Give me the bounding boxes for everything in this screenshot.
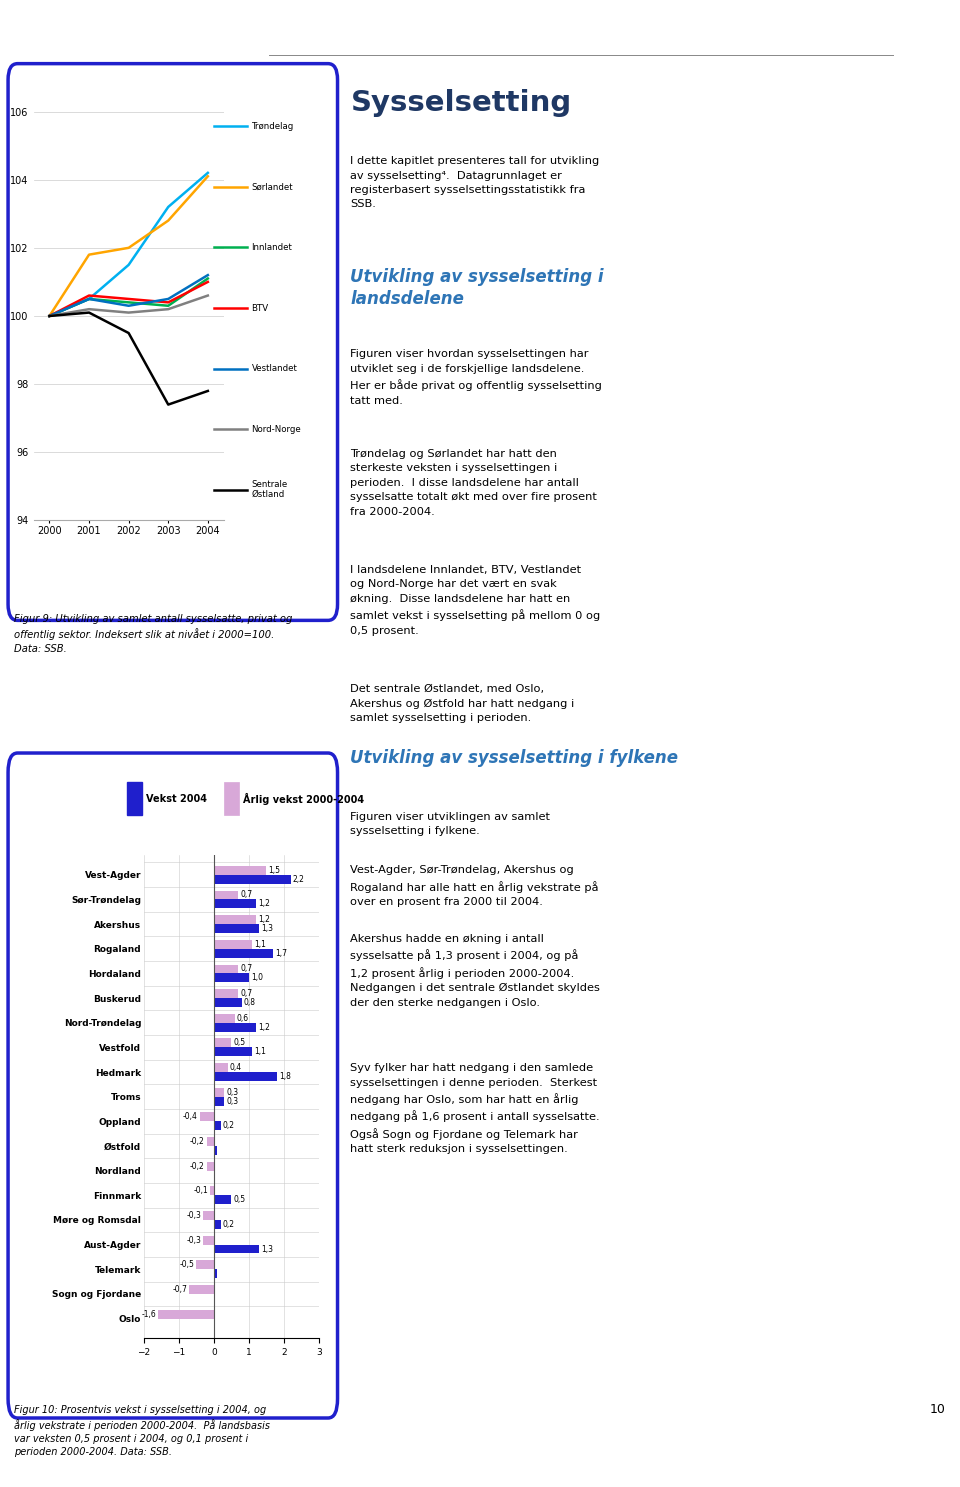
Text: 0,7: 0,7 [240,989,252,998]
Bar [214,965,238,974]
Text: 1,1: 1,1 [254,1047,266,1056]
Bar [128,782,142,815]
Bar [214,1063,228,1072]
Text: -0,3: -0,3 [186,1236,202,1245]
Text: Vestlandet: Vestlandet [252,364,298,373]
Bar [200,1112,214,1121]
Bar [210,1187,214,1196]
Text: 0,7: 0,7 [240,891,252,900]
Text: 1,3: 1,3 [261,923,274,932]
Text: Figur 9: Utvikling av samlet antall sysselsatte, privat og
offentlig sektor. Ind: Figur 9: Utvikling av samlet antall syss… [14,614,293,654]
Text: Det sentrale Østlandet, med Oslo,
Akershus og Østfold har hatt nedgang i
samlet : Det sentrale Østlandet, med Oslo, Akersh… [350,684,575,723]
Text: -0,2: -0,2 [190,1161,204,1170]
Bar [207,1138,214,1146]
Text: Utvikling av sysselsetting i
landsdelene: Utvikling av sysselsetting i landsdelene [350,268,604,308]
Bar [214,1047,252,1056]
Text: 10: 10 [929,1402,946,1416]
Bar [214,1014,235,1023]
Text: -0,3: -0,3 [186,1210,202,1219]
Text: -1,6: -1,6 [141,1310,156,1319]
Text: Syv fylker har hatt nedgang i den samlede
sysselsettingen i denne perioden.  Ste: Syv fylker har hatt nedgang i den samled… [350,1063,600,1154]
Text: 1,2: 1,2 [258,900,270,909]
Text: 0,3: 0,3 [227,1096,239,1106]
Text: 0,8: 0,8 [244,998,256,1007]
Text: Akershus hadde en økning i antall
sysselsatte på 1,3 prosent i 2004, og på
1,2 p: Akershus hadde en økning i antall syssel… [350,934,600,1008]
Bar [204,1236,214,1245]
Text: 1,1: 1,1 [254,940,266,949]
Bar [214,1146,217,1155]
Bar [214,1121,221,1130]
Bar [214,900,255,909]
Bar [214,949,274,958]
Bar [214,1023,255,1032]
Text: Vekst 2004: Vekst 2004 [146,794,206,803]
Text: 1,2: 1,2 [258,1023,270,1032]
Bar [224,782,238,815]
Text: I landsdelene Innlandet, BTV, Vestlandet
og Nord-Norge har det vært en svak
økni: I landsdelene Innlandet, BTV, Vestlandet… [350,565,601,635]
Bar [214,1196,231,1204]
Bar [158,1310,214,1319]
Bar [214,1245,259,1254]
Bar [214,874,291,883]
Bar [214,1038,231,1047]
Bar [214,865,266,874]
Text: 2,2: 2,2 [293,874,304,883]
Text: -0,4: -0,4 [183,1112,198,1121]
Text: Figuren viser utviklingen av samlet
sysselsetting i fylkene.: Figuren viser utviklingen av samlet syss… [350,812,550,836]
Text: Utvikling av sysselsetting i fylkene: Utvikling av sysselsetting i fylkene [350,749,679,767]
FancyBboxPatch shape [8,752,338,1419]
Text: Figur 10: Prosentvis vekst i sysselsetting i 2004, og
årlig vekstrate i perioden: Figur 10: Prosentvis vekst i sysselsetti… [14,1405,271,1457]
Bar [214,989,238,998]
Text: Sørlandet: Sørlandet [252,183,293,192]
Text: BTV: BTV [252,303,269,312]
Bar [204,1210,214,1219]
Text: -0,2: -0,2 [190,1138,204,1146]
Bar [214,998,242,1007]
Text: 1,5: 1,5 [269,865,280,874]
Text: 0,3: 0,3 [227,1087,239,1097]
Bar [214,915,255,923]
Text: Figuren viser hvordan sysselsettingen har
utviklet seg i de forskjellige landsde: Figuren viser hvordan sysselsettingen ha… [350,349,602,406]
Text: Trøndelag og Sørlandet har hatt den
sterkeste veksten i sysselsettingen i
period: Trøndelag og Sørlandet har hatt den ster… [350,449,597,516]
Text: -0,1: -0,1 [194,1187,208,1196]
Text: 0,2: 0,2 [223,1219,235,1228]
Bar [214,1219,221,1228]
Bar [214,1270,217,1279]
Bar [197,1261,214,1270]
Text: 0,6: 0,6 [237,1014,249,1023]
Bar [214,974,249,983]
Text: -0,7: -0,7 [173,1285,187,1294]
Bar [214,1088,225,1097]
Text: 0,7: 0,7 [240,965,252,974]
Bar [189,1285,214,1294]
Bar [214,1072,276,1081]
Text: -0,5: -0,5 [180,1261,194,1270]
Text: Årlig vekst 2000-2004: Årlig vekst 2000-2004 [243,793,364,804]
Text: 0,5: 0,5 [233,1196,246,1204]
Text: 1,2: 1,2 [258,915,270,923]
Text: I dette kapitlet presenteres tall for utvikling
av sysselsetting⁴.  Datagrunnlag: I dette kapitlet presenteres tall for ut… [350,156,600,210]
Text: 1,0: 1,0 [251,974,263,983]
Bar [214,1097,225,1105]
Bar [214,923,259,932]
Text: Sentrale
Østland: Sentrale Østland [252,480,288,500]
Text: Nord-Norge: Nord-Norge [252,425,301,434]
Text: Vest-Agder, Sør-Trøndelag, Akershus og
Rogaland har alle hatt en årlig vekstrate: Vest-Agder, Sør-Trøndelag, Akershus og R… [350,865,599,907]
Text: Sysselsetting: Sysselsetting [350,89,571,117]
FancyBboxPatch shape [8,64,338,620]
Bar [214,891,238,900]
Text: 0,4: 0,4 [230,1063,242,1072]
Bar [207,1161,214,1170]
Text: 0,5: 0,5 [233,1038,246,1047]
Text: Trøndelag: Trøndelag [252,122,294,131]
Text: 1,7: 1,7 [276,949,287,958]
Text: Innlandet: Innlandet [252,242,293,251]
Text: 0,2: 0,2 [223,1121,235,1130]
Text: 1,8: 1,8 [279,1072,291,1081]
Text: 1,3: 1,3 [261,1245,274,1254]
Bar [214,940,252,949]
